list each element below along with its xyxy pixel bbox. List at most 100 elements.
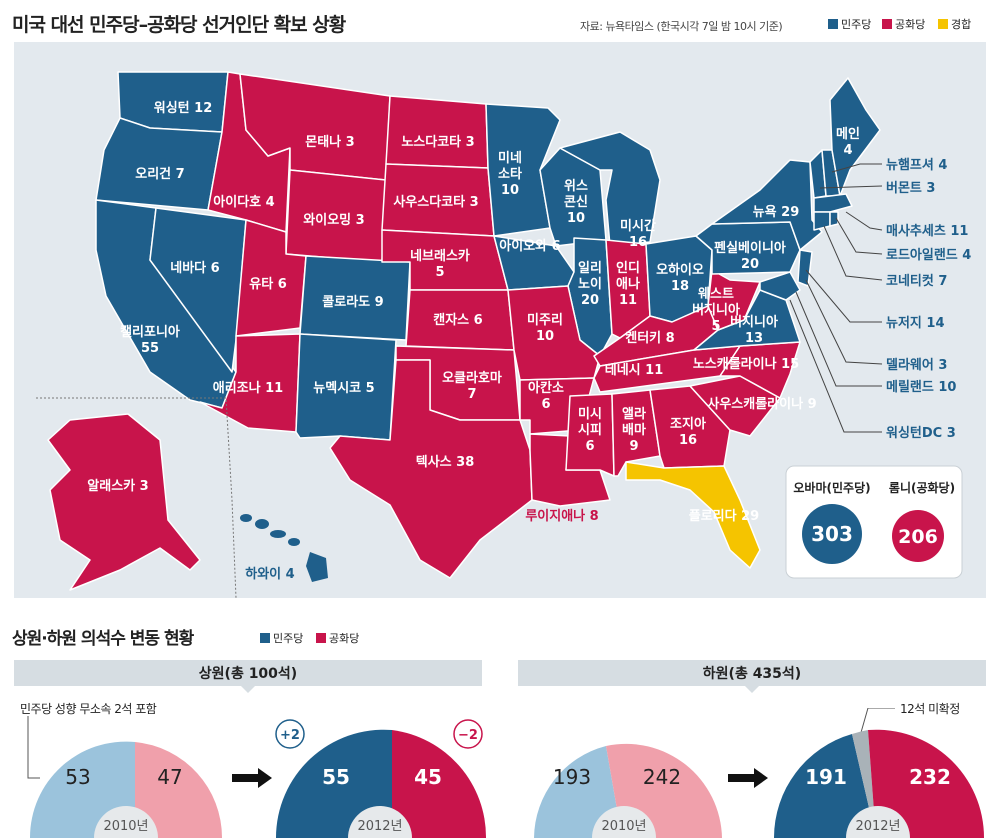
state-ct: [813, 211, 831, 231]
house-note-leader: [859, 708, 895, 737]
state-sc: [689, 375, 781, 437]
congress-charts: 53 47 2010년 55 45 2012년 +2 −2 193 242 20…: [27, 708, 985, 838]
label-mn-2: 소타: [498, 166, 522, 182]
senate-header: 상원(총 100석): [14, 660, 482, 693]
label-al-3: 9: [629, 439, 638, 454]
legend-dem: 민주당: [828, 16, 871, 32]
label-il-1: 일리: [578, 260, 602, 276]
senate-2012-dem-value: 55: [322, 765, 350, 789]
callout-md: 메릴랜드 10: [886, 379, 956, 395]
label-sd: 사우스다코타 3: [393, 194, 478, 210]
legend-swing: 경합: [938, 16, 971, 32]
label-va-name: 버지니아: [730, 314, 778, 330]
inset-divider: [36, 397, 237, 599]
label-ar-name: 아칸소: [528, 380, 564, 396]
us-electoral-map: 워싱턴 12 오리건 7 캘리포니아 55 네바다 6 아이다호 4 몬태나 3…: [36, 71, 971, 599]
label-in-1: 인디: [616, 260, 640, 276]
label-la: 루이지애나 8: [525, 508, 598, 524]
callout-ma: 매사추세츠 11: [886, 223, 968, 239]
label-nd: 노스다코타 3: [401, 134, 474, 150]
label-pa-name: 펜실베이니아: [714, 240, 786, 256]
source-note: 자료: 뉴욕타임스 (한국시각 7일 밤 10시 기준): [580, 20, 783, 33]
label-id: 아이다호 4: [213, 194, 274, 210]
label-mt: 몬태나 3: [305, 134, 354, 150]
house-2010-dem-arc: [534, 746, 622, 838]
map-panel: 워싱턴 12 오리건 7 캘리포니아 55 네바다 6 아이다호 4 몬태나 3…: [14, 42, 986, 599]
label-ks: 캔자스 6: [433, 312, 482, 328]
legend-congress-rep: 공화당: [316, 630, 359, 646]
label-ok-name: 오클라호마: [442, 370, 502, 386]
obama-circle: [802, 504, 862, 564]
state-ri: [829, 211, 839, 227]
label-al-2: 배마: [622, 422, 646, 438]
house-2012-rep-arc: [868, 729, 985, 838]
obama-label: 오바마(민주당): [793, 480, 870, 495]
label-ne-name: 네브래스카: [410, 248, 470, 264]
label-fl: 플로리다 29: [689, 508, 759, 524]
legend-rep: 공화당: [882, 16, 925, 32]
label-ok-value: 7: [467, 387, 476, 402]
label-co: 콜로라도 9: [322, 294, 383, 310]
label-ky: 켄터키 8: [625, 330, 674, 346]
house-2010-dem-value: 193: [553, 765, 591, 789]
label-or: 오리건 7: [135, 166, 184, 182]
house-2010-year: 2010년: [601, 819, 646, 834]
label-oh-name: 오하이오: [656, 262, 704, 278]
label-ca-name: 캘리포니아: [120, 324, 180, 340]
house-title: 하원(총 435석): [702, 666, 802, 682]
label-pa-value: 20: [741, 257, 759, 272]
senate-2012-year: 2012년: [357, 819, 402, 834]
house-2012-year: 2012년: [855, 819, 900, 834]
rep-swatch-icon: [882, 19, 892, 29]
legend-dem-label: 민주당: [841, 18, 872, 31]
label-nc: 노스캐롤라이나 15: [693, 356, 799, 372]
label-in-3: 11: [619, 293, 637, 308]
label-me-name: 메인: [836, 126, 860, 142]
dem-swatch-icon: [828, 19, 838, 29]
senate-2012-rep-value: 45: [414, 765, 442, 789]
label-tx: 텍사스 38: [416, 454, 475, 470]
romney-label: 롬니(공화당): [889, 480, 955, 495]
senate-2010-year: 2010년: [103, 819, 148, 834]
senate-dem-change: +2: [280, 728, 300, 743]
callout-lines: [789, 163, 883, 433]
label-ms-3: 6: [585, 439, 594, 454]
label-ne-value: 5: [435, 265, 444, 280]
legend-swing-label: 경합: [951, 18, 972, 31]
label-al-1: 앨라: [622, 406, 646, 422]
label-mo-value: 10: [536, 329, 554, 344]
state-me: [829, 77, 881, 197]
congress-title: 상원·하원 의석수 변동 현황: [12, 629, 194, 649]
callout-dc: 워싱턴DC 3: [886, 425, 956, 441]
label-tn: 테네시 11: [605, 362, 664, 378]
label-wv-1: 웨스트: [698, 286, 734, 302]
callout-ct: 코네티컷 7: [886, 273, 947, 289]
label-mn-3: 10: [501, 183, 519, 198]
label-hi: 하와이 4: [245, 566, 294, 582]
label-wv-2: 버지니아: [692, 302, 740, 318]
house-2012-chart: 191 232 2012년: [773, 729, 985, 838]
house-header: 하원(총 435석): [518, 660, 986, 693]
legend-congress-rep-label: 공화당: [329, 632, 360, 645]
state-nv: [149, 207, 247, 373]
senate-2012-chart: 55 45 2012년 +2 −2: [275, 719, 487, 838]
label-az: 애리조나 11: [213, 380, 283, 396]
romney-value: 206: [898, 526, 938, 548]
page-title: 미국 대선 민주당–공화당 선거인단 확보 상황: [12, 14, 346, 36]
label-wa: 워싱턴 12: [154, 100, 213, 116]
legend-rep-label: 공화당: [895, 18, 926, 31]
label-ny: 뉴욕 29: [753, 204, 800, 220]
senate-2010-dem-value: 53: [65, 765, 90, 789]
label-wi-1: 위스: [564, 179, 588, 194]
callout-de: 델라웨어 3: [886, 357, 947, 373]
state-ak: [47, 413, 201, 591]
label-wi-3: 10: [567, 211, 585, 226]
label-wy: 와이오밍 3: [303, 212, 364, 228]
state-ms: [565, 393, 615, 477]
label-ut: 유타 6: [249, 276, 287, 292]
label-ca-value: 55: [141, 341, 159, 356]
senate-2010-rep-arc: [135, 742, 223, 838]
label-me-value: 4: [843, 143, 852, 158]
rep-swatch-icon: [316, 633, 326, 643]
senate-title: 상원(총 100석): [198, 666, 298, 682]
